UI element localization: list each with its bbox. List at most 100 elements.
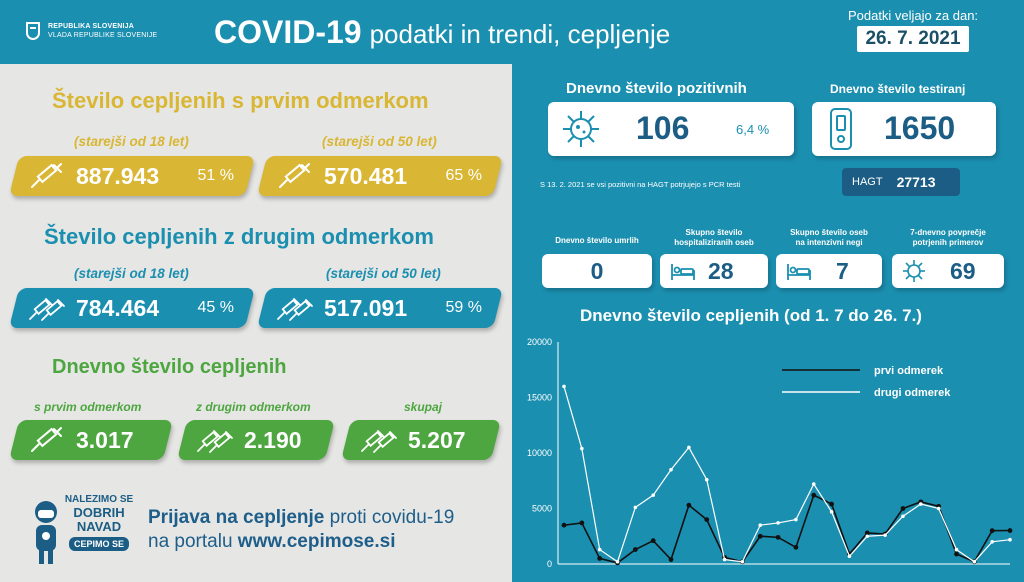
badge-line-3: NAVAD	[76, 519, 122, 534]
page-title: COVID-19 podatki in trendi, cepljenje	[214, 14, 670, 51]
hospital-bed-icon	[787, 264, 811, 280]
positives-card: 106 6,4 %	[548, 102, 794, 156]
title-sub: podatki in trendi, cepljenje	[369, 19, 671, 49]
data-point	[686, 502, 692, 508]
data-point	[687, 445, 691, 450]
syringe-icon	[279, 163, 310, 188]
data-point	[650, 538, 656, 544]
double-syringe-icon	[361, 430, 397, 453]
data-point	[901, 514, 905, 519]
first-dose-age50-value: 570.481	[324, 162, 408, 189]
data-point	[865, 534, 870, 539]
series-line-1	[563, 494, 1011, 564]
double-syringe-icon	[197, 430, 233, 453]
data-point	[758, 523, 763, 527]
gov-line-1: REPUBLIKA SLOVENIJA	[48, 23, 134, 30]
promo-line2-rest: na portalu	[148, 531, 238, 552]
hospital-bed-icon	[671, 264, 695, 280]
hagt-note: S 13. 2. 2021 se vsi pozitivni na HAGT p…	[540, 180, 741, 189]
data-point	[615, 559, 620, 564]
icu-title: Skupno število oseb na intenzivni negi	[776, 228, 882, 248]
data-point	[597, 556, 603, 561]
data-point	[883, 533, 887, 537]
first-dose-age18-pct: 51 %	[197, 167, 234, 184]
data-point	[740, 559, 745, 564]
promo-line1-rest: proti covidu-19	[324, 507, 455, 528]
data-point	[722, 557, 727, 562]
icu-card: 7	[776, 254, 882, 288]
syringe-icon	[31, 163, 62, 188]
data-point	[704, 517, 710, 522]
second-dose-age18-value: 784.464	[76, 294, 160, 321]
first-dose-age18-card: 887.943 51 %	[9, 156, 255, 196]
data-point	[562, 384, 566, 389]
validity-box: Podatki veljajo za dan: 26. 7. 2021	[840, 8, 986, 52]
hagt-box: HAGT 27713	[842, 168, 960, 196]
data-point	[632, 547, 638, 552]
data-point	[954, 547, 959, 552]
badge-line-2: DOBRIH	[73, 505, 125, 520]
data-point	[811, 482, 816, 486]
data-point	[829, 510, 834, 514]
y-tick-label: 10000	[527, 448, 552, 458]
second-dose-age18-pct: 45 %	[197, 299, 234, 316]
data-point	[668, 557, 674, 562]
data-point	[919, 502, 923, 506]
promo-line1-bold: Prijava na cepljenje	[148, 507, 325, 528]
data-point	[1008, 537, 1012, 542]
first-dose-age18-value: 887.943	[76, 162, 160, 189]
data-point	[900, 506, 906, 511]
second-dose-age18-label: (starejši od 18 let)	[74, 266, 189, 281]
data-point	[794, 517, 798, 522]
hospitalized-value: 28	[708, 258, 734, 284]
icu-title-l1: Skupno število oseb	[790, 228, 868, 237]
hagt-label: HAGT	[852, 176, 883, 188]
daily-second-label: z drugim odmerkom	[196, 400, 311, 414]
y-tick-label: 20000	[527, 337, 552, 347]
first-dose-age18-label: (starejši od 18 let)	[74, 134, 189, 149]
validity-date: 26. 7. 2021	[857, 26, 969, 52]
first-dose-age50-label: (starejši od 50 let)	[322, 134, 437, 149]
chart-title: Dnevno število cepljenih (od 1. 7 do 26.…	[580, 306, 922, 325]
data-point	[580, 446, 584, 451]
first-dose-title: Število cepljenih s prvim odmerkom	[52, 88, 429, 113]
hospitalized-title-l2: hospitaliziranih oseb	[674, 238, 754, 247]
y-tick-label: 5000	[532, 504, 552, 514]
tests-title: Dnevno število testiranj	[830, 82, 966, 96]
header: REPUBLIKA SLOVENIJA VLADA REPUBLIKE SLOV…	[0, 0, 1024, 60]
data-point	[704, 477, 709, 482]
data-point	[597, 547, 602, 552]
data-point	[1007, 528, 1013, 533]
second-dose-age50-pct: 59 %	[445, 299, 482, 316]
positives-value: 106	[636, 110, 690, 146]
deaths-value: 0	[590, 258, 604, 284]
tests-card: 1650	[812, 102, 996, 156]
deaths-title: Dnevno število umrlih	[542, 236, 652, 246]
title-main: COVID-19	[214, 14, 362, 50]
daily-title: Dnevno število cepljenih	[52, 356, 287, 378]
daily-total-label: skupaj	[404, 400, 443, 414]
badge-line-1: NALEZIMO SE	[64, 494, 134, 505]
second-dose-age50-value: 517.091	[324, 294, 408, 321]
campaign-badge: NALEZIMO SE DOBRIH NAVAD CEPIMO SE	[64, 494, 134, 551]
series-line-2	[563, 386, 1011, 563]
data-point	[669, 467, 673, 472]
data-point	[775, 534, 781, 540]
data-point	[776, 521, 780, 525]
second-dose-age50-card: 517.091 59 %	[257, 288, 503, 328]
icu-title-l2: na intenzivni negi	[795, 238, 863, 247]
avg-title: 7-dnevno povprečje potrjenih primerov	[892, 228, 1004, 248]
coat-of-arms-icon	[26, 22, 40, 40]
daily-first-label: s prvim odmerkom	[34, 400, 142, 414]
data-point	[811, 492, 817, 498]
test-kit-icon	[830, 108, 852, 150]
daily-first-card: 3.017	[9, 420, 173, 460]
syringe-icon	[31, 427, 62, 452]
second-dose-age18-card: 784.464 45 %	[9, 288, 255, 328]
hospitalized-title-l1: Skupno število	[685, 228, 743, 237]
portal-link[interactable]: www.cepimose.si	[237, 531, 396, 552]
data-point	[847, 554, 852, 559]
hagt-value: 27713	[896, 174, 936, 190]
second-dose-title: Število cepljenih z drugim odmerkom	[44, 224, 434, 249]
avg-title-l2: potrjenih primerov	[912, 238, 984, 247]
